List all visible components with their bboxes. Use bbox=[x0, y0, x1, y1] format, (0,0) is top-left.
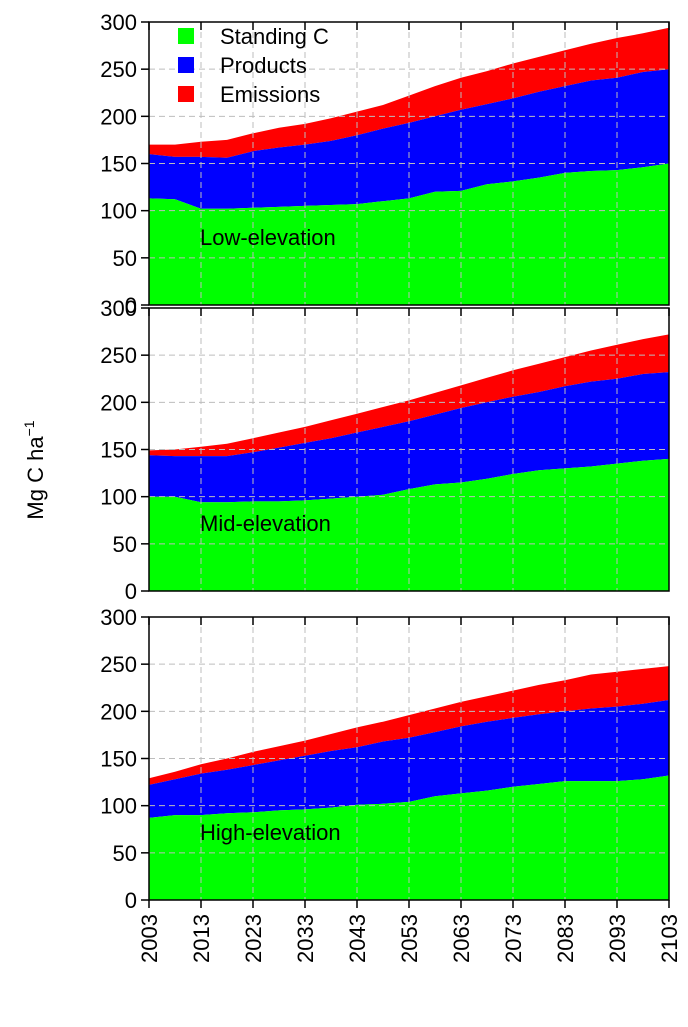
area-emissions bbox=[149, 334, 669, 457]
x-axis: 2003 2013 2023 2033 2043 2053 2063 2073 2083 2093… bbox=[137, 900, 682, 963]
legend-swatch-standing-c bbox=[178, 28, 194, 44]
y-tick-label: 250 bbox=[100, 57, 137, 82]
panel-high-elevation: 0 50 100 150 200 250 300 High-elevation bbox=[100, 605, 670, 913]
x-tick-label: 2023 bbox=[241, 914, 266, 963]
y-tick-label: 100 bbox=[100, 485, 137, 510]
legend-label-standing-c: Standing C bbox=[220, 24, 329, 49]
legend-label-products: Products bbox=[220, 53, 307, 78]
y-axis-label-superscript: −1 bbox=[21, 420, 37, 436]
y-tick-label: 100 bbox=[100, 794, 137, 819]
x-tick-label: 2003 bbox=[137, 914, 162, 963]
y-tick-label: 250 bbox=[100, 652, 137, 677]
legend-label-emissions: Emissions bbox=[220, 82, 320, 107]
y-tick-label: 200 bbox=[100, 390, 137, 415]
panel-label: Low-elevation bbox=[200, 225, 336, 250]
panel-label: Mid-elevation bbox=[200, 511, 331, 536]
x-tick-label: 2043 bbox=[345, 914, 370, 963]
panels-group: 0 50 100 150 200 250 300 Low-elevation 0 50 100 150… bbox=[100, 10, 682, 963]
legend-swatch-products bbox=[178, 57, 194, 73]
y-tick-label: 0 bbox=[125, 579, 137, 604]
y-tick-label: 200 bbox=[100, 104, 137, 129]
x-tick-label: 2033 bbox=[293, 914, 318, 963]
x-tick-label: 2103 bbox=[657, 914, 682, 963]
x-tick-label: 2013 bbox=[189, 914, 214, 963]
panel-mid-elevation: 0 50 100 150 200 250 300 Mid-elevation bbox=[100, 296, 670, 604]
area-emissions bbox=[149, 666, 669, 785]
x-tick-label: 2093 bbox=[605, 914, 630, 963]
y-tick-label: 0 bbox=[125, 293, 137, 318]
y-tick-label: 50 bbox=[113, 532, 137, 557]
x-tick-label: 2073 bbox=[501, 914, 526, 963]
area-emissions bbox=[149, 27, 669, 158]
y-tick-label: 300 bbox=[100, 10, 137, 35]
y-tick-label: 0 bbox=[125, 888, 137, 913]
y-tick-label: 300 bbox=[100, 605, 137, 630]
y-tick-label: 50 bbox=[113, 246, 137, 271]
y-tick-label: 150 bbox=[100, 152, 137, 177]
area-products bbox=[149, 69, 669, 209]
y-tick-label: 200 bbox=[100, 699, 137, 724]
y-tick-label: 100 bbox=[100, 199, 137, 224]
y-axis-label: Mg C ha−1 bbox=[21, 420, 48, 519]
legend: Standing C Products Emissions bbox=[178, 24, 329, 107]
y-tick-label: 150 bbox=[100, 747, 137, 772]
y-tick-label: 150 bbox=[100, 438, 137, 463]
legend-swatch-emissions bbox=[178, 86, 194, 102]
area-standing-c bbox=[149, 458, 669, 591]
y-tick-label: 250 bbox=[100, 343, 137, 368]
x-tick-label: 2063 bbox=[449, 914, 474, 963]
x-tick-label: 2053 bbox=[397, 914, 422, 963]
panel-low-elevation: 0 50 100 150 200 250 300 Low-elevation bbox=[100, 10, 670, 318]
y-axis-label-main: Mg C ha bbox=[23, 436, 48, 520]
y-tick-label: 300 bbox=[100, 296, 137, 321]
x-tick-label: 2083 bbox=[553, 914, 578, 963]
area-products bbox=[149, 372, 669, 503]
panel-label: High-elevation bbox=[200, 820, 341, 845]
y-tick-label: 50 bbox=[113, 841, 137, 866]
